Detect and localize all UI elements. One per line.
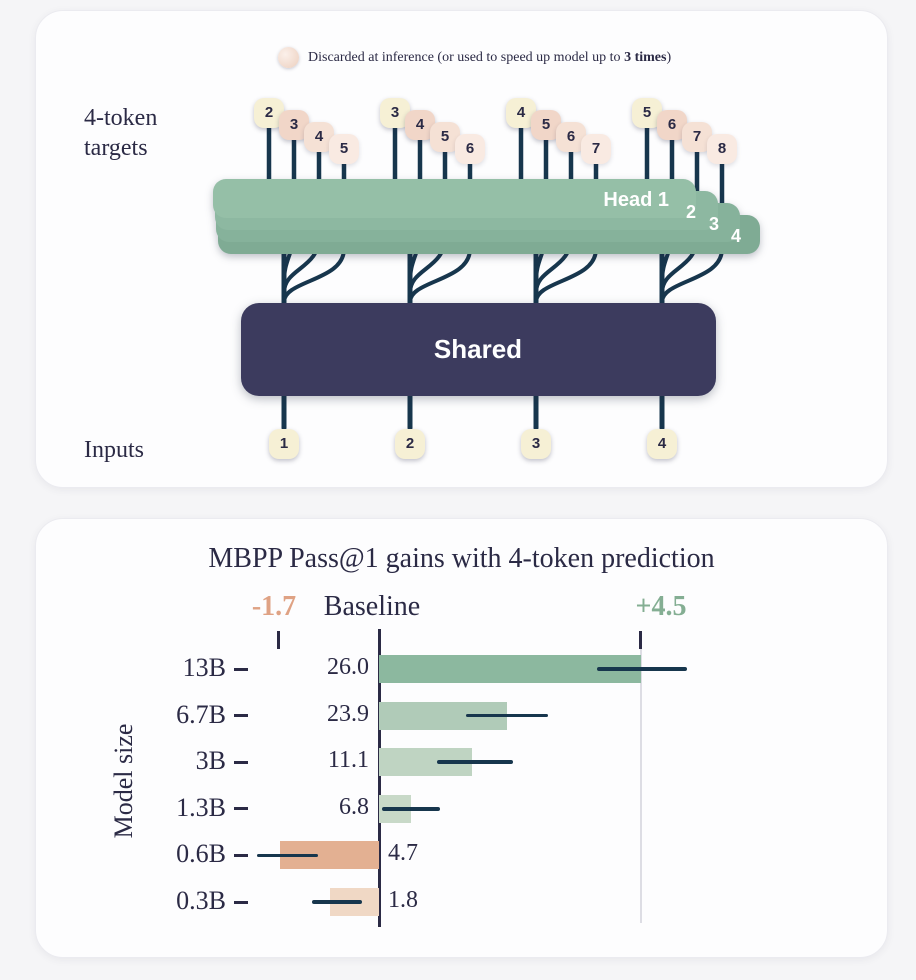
category-label: 0.3B: [176, 886, 226, 915]
chart-title: MBPP Pass@1 gains with 4-token predictio…: [208, 543, 715, 574]
legend-text: Discarded at inference (or used to speed…: [308, 49, 672, 65]
architecture-diagram: Head 1 2 3 4 Shared: [213, 125, 760, 431]
category-tick: [234, 807, 248, 811]
y-axis-title: Model size: [109, 723, 138, 839]
baseline-value: 23.9: [327, 700, 369, 727]
max-gain-tick: [639, 631, 642, 649]
max-gain-gridline: [640, 645, 642, 923]
input-token: 3: [521, 429, 551, 459]
targets-label: 4-token targets: [84, 105, 158, 161]
connector-line: [408, 247, 472, 304]
connector-line: [660, 247, 724, 304]
max-gain-label: +4.5: [635, 591, 687, 622]
error-bar: [256, 853, 318, 858]
baseline-value: 6.8: [339, 793, 369, 820]
head-1-block: [213, 179, 696, 218]
category-label: 1.3B: [176, 792, 226, 822]
chart-panel: MBPP Pass@1 gains with 4-token predictio…: [35, 518, 888, 958]
shared-trunk: Shared: [241, 303, 716, 396]
extra-target-token: 7: [581, 134, 611, 164]
extra-target-token: 6: [455, 134, 485, 164]
baseline-value: 4.7: [388, 840, 418, 867]
category-tick: [234, 760, 248, 764]
category-label: 0.6B: [176, 839, 226, 869]
head-4-label: 4: [731, 226, 741, 246]
baseline-axis-line: [378, 629, 381, 927]
baseline-value: 11.1: [327, 747, 369, 774]
head-3-label: 3: [709, 214, 719, 234]
category-tick: [234, 667, 248, 671]
connector-line: [534, 247, 598, 304]
min-gain-tick: [277, 631, 280, 649]
category-label: 6.7B: [176, 699, 226, 729]
discarded-token-icon: [278, 47, 299, 68]
input-token: 4: [647, 429, 677, 459]
baseline-value: 1.8: [388, 887, 418, 913]
category-label: 13B: [182, 653, 226, 682]
input-token: 2: [395, 429, 425, 459]
shared-trunk-block: [241, 303, 716, 396]
plot-area: 13B 26.0 6.7B 23.9 3B 11.1 1.3B 6.8 0.6B 4.7 0.3B 1…: [36, 519, 887, 957]
category-tick: [234, 714, 248, 718]
connector-line: [282, 247, 346, 304]
head-1-label: Head 1: [603, 189, 669, 211]
error-bar: [466, 713, 548, 718]
head-2-label: 2: [686, 202, 696, 222]
error-bar: [597, 667, 688, 671]
extra-target-token: 8: [707, 134, 737, 164]
error-bar: [312, 900, 362, 904]
category-label: 3B: [195, 746, 226, 776]
category-tick: [234, 900, 248, 904]
error-bar: [437, 760, 513, 764]
category-tick: [234, 853, 248, 857]
discard-legend: Discarded at inference (or used to speed…: [278, 47, 671, 68]
input-token: 1: [269, 429, 299, 459]
inputs-label: Inputs: [84, 437, 144, 463]
head-stack: Head 1 2 3 4: [213, 179, 760, 254]
shared-trunk-label: Shared: [434, 334, 522, 364]
min-gain-label: -1.7: [251, 591, 297, 622]
gain-bar: [379, 655, 641, 683]
error-bar: [381, 807, 441, 811]
extra-target-token: 5: [329, 134, 359, 164]
baseline-value: 26.0: [327, 654, 369, 680]
baseline-label: Baseline: [323, 591, 421, 622]
